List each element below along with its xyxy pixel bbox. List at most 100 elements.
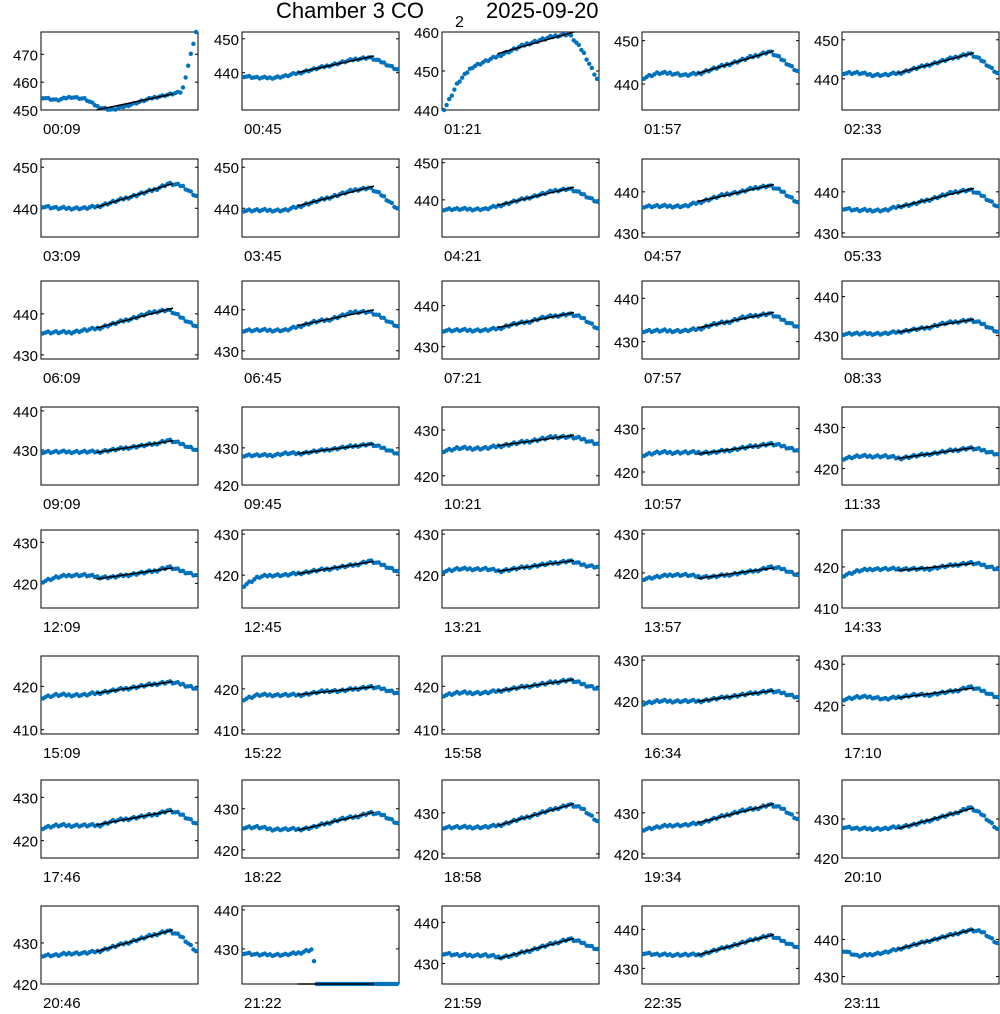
data-point: [981, 930, 987, 935]
y-tick-label: 430: [214, 441, 239, 458]
y-tick-label: 430: [614, 961, 639, 978]
data-point: [381, 562, 387, 567]
data-point: [989, 820, 994, 826]
panel-label: 13:21: [444, 619, 482, 636]
panel-label: 05:33: [844, 248, 882, 265]
y-tick-label: 420: [814, 560, 839, 577]
panel-label: 01:57: [644, 121, 682, 138]
axes-box: [40, 779, 199, 859]
panel-label: 13:57: [644, 619, 682, 636]
axes-box: [841, 31, 1000, 111]
data-point: [794, 324, 800, 329]
data-point: [989, 199, 994, 204]
axes-box: [841, 280, 1000, 360]
data-point: [381, 315, 387, 321]
axes-box: [841, 779, 1000, 859]
y-tick-label: 430: [414, 527, 439, 544]
panel-0309: 440 450 03:09: [13, 158, 199, 265]
data-point: [394, 981, 400, 987]
y-tick-label: 450: [13, 160, 38, 177]
data-point: [589, 196, 594, 201]
data-point: [589, 813, 594, 818]
y-tick-label: 420: [13, 977, 38, 994]
y-tick-label: 440: [414, 193, 439, 210]
axes-box: [241, 529, 400, 609]
data-point: [175, 312, 180, 317]
axes-box: [40, 406, 199, 486]
data-point: [781, 566, 787, 572]
data-point: [376, 190, 381, 195]
title-main: Chamber 3 CO: [276, 0, 424, 23]
panel-label: 15:09: [43, 745, 81, 762]
fit-line: [897, 562, 975, 572]
data-point: [376, 312, 381, 317]
y-tick-label: 430: [13, 790, 38, 807]
axes-box: [441, 406, 600, 486]
y-tick-label: 470: [13, 47, 38, 64]
fit-line: [497, 31, 575, 55]
y-tick-label: 430: [814, 812, 839, 829]
axes-box: [641, 158, 800, 238]
y-tick-label: 430: [214, 802, 239, 819]
data-point: [180, 935, 186, 940]
y-tick-label: 430: [614, 335, 639, 352]
y-tick-label: 430: [614, 422, 639, 439]
panel-0157: 440 450 01:57: [614, 31, 800, 138]
data-point: [994, 940, 1000, 946]
panel-2235: 430 440 22:35: [614, 905, 800, 1012]
y-tick-label: 430: [614, 527, 639, 544]
fit-line: [697, 567, 775, 580]
y-tick-label: 430: [614, 226, 639, 243]
panel-label: 22:35: [644, 995, 682, 1012]
fit-line: [96, 680, 174, 694]
panel-1433: 410 420 14:33: [814, 529, 1000, 636]
data-point: [394, 324, 400, 329]
data-point: [594, 441, 600, 446]
data-point: [989, 936, 994, 941]
y-tick-label: 450: [13, 103, 38, 120]
data-point: [994, 204, 1000, 209]
panel-1710: 420 430 17:10: [814, 655, 1000, 762]
data-point: [789, 63, 794, 69]
data-point: [394, 690, 400, 696]
y-tick-label: 410: [13, 723, 38, 740]
y-tick-label: 440: [13, 404, 38, 421]
fit-line: [96, 929, 174, 953]
y-tick-label: 420: [414, 568, 439, 585]
fit-line: [297, 443, 375, 455]
data-point: [188, 942, 193, 948]
data-point: [781, 189, 787, 195]
data-point: [794, 199, 800, 205]
panel-label: 04:21: [444, 248, 482, 265]
fit-line: [96, 439, 174, 454]
panel-1321: 420 430 13:21: [414, 527, 600, 636]
data-point: [447, 96, 452, 102]
data-point: [976, 190, 981, 195]
y-tick-label: 410: [414, 723, 439, 740]
panel-1509: 410 420 15:09: [13, 655, 199, 762]
panel-1021: 420 430 10:21: [414, 406, 600, 513]
panel-0421: 440 450 04:21: [414, 156, 600, 265]
axes-box: [40, 280, 199, 360]
y-tick-label: 420: [214, 843, 239, 860]
y-tick-label: 440: [414, 915, 439, 932]
y-tick-label: 420: [614, 694, 639, 711]
panel-label: 06:09: [43, 370, 81, 387]
fit-line: [697, 443, 775, 455]
panel-0833: 430 440 08:33: [814, 280, 1000, 387]
fit-line: [497, 937, 575, 960]
panel-label: 03:45: [244, 248, 282, 265]
y-tick-label: 420: [214, 682, 239, 699]
axes-box: [641, 280, 800, 360]
fit-line: [897, 446, 975, 460]
y-tick-label: 440: [214, 903, 239, 920]
panel-label: 12:45: [244, 619, 282, 636]
data-point: [311, 958, 317, 964]
data-point: [794, 572, 800, 578]
y-tick-label: 450: [214, 32, 239, 49]
panel-label: 00:09: [43, 121, 81, 138]
panel-1822: 420 430 18:22: [214, 779, 400, 886]
axes-box: [241, 779, 400, 859]
fit-line: [897, 807, 975, 830]
panel-label: 15:22: [244, 745, 282, 762]
